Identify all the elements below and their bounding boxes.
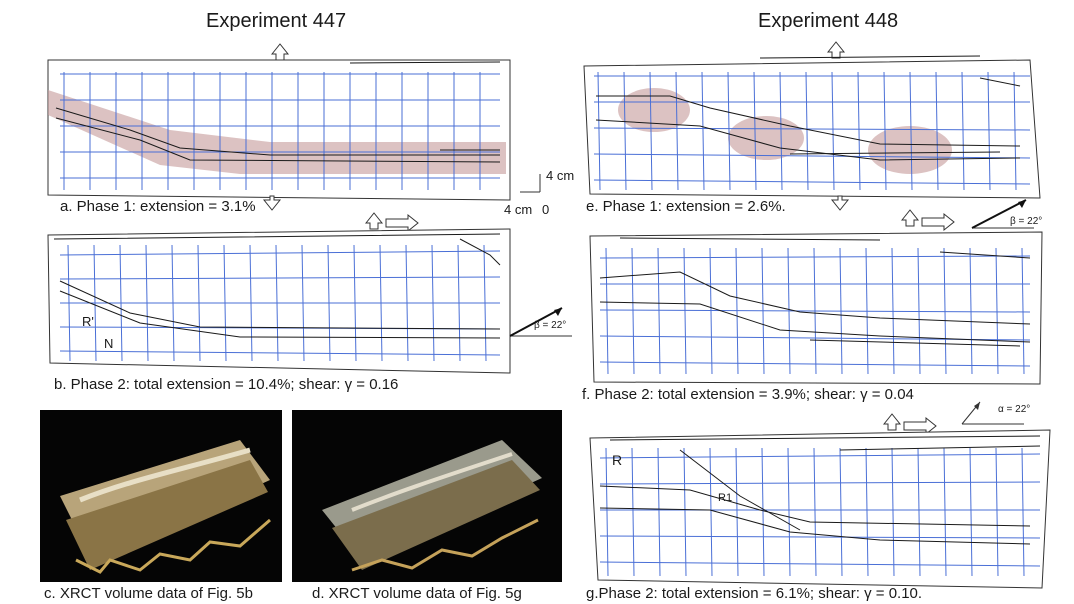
caption-e: e. Phase 1: extension = 2.6%. [586,198,786,215]
caption-a: a. Phase 1: extension = 3.1% [60,198,256,215]
shear-arrow-right-icon [903,416,937,436]
label-R-prime: R' [82,314,94,329]
experiment-447-title: Experiment 447 [206,10,347,32]
caption-d: d. XRCT volume data of Fig. 5g [312,585,522,602]
label-N: N [104,336,114,351]
panel-b [47,212,511,374]
angle-g: α = 22° [998,404,1031,415]
panel-a [47,43,511,201]
label-R: R [612,452,623,468]
angle-indicator-g [961,401,1024,425]
shear-arrow-right-icon [921,212,955,232]
angle-indicator-b [509,307,572,337]
panel-a-compress-arrow [262,195,282,211]
caption-f: f. Phase 2: total extension = 3.9%; shea… [582,386,914,403]
label-R1: R1 [718,492,733,504]
panel-e-compress-arrow [830,195,850,211]
scale-vertical: 4 cm [546,168,575,183]
relay-zone-2 [728,116,804,160]
xrct-photo-c [40,410,282,582]
angle-b: β = 22° [534,320,567,331]
panel-g [589,413,1051,589]
deformation-zone [48,90,506,174]
scale-origin: 0 [542,202,550,217]
scale-bar [520,174,541,193]
xrct-photo-d [292,410,562,582]
shear-arrow-icon [900,209,920,227]
panel-e [583,41,1041,199]
extension-arrow-up-icon [826,41,846,59]
relay-zone-1 [618,88,690,132]
extension-arrow-down-icon [830,195,850,211]
shear-arrow-icon [882,413,902,431]
scale-horizontal: 4 cm [504,202,533,217]
shear-arrow-right-icon [385,213,419,233]
extension-arrow-down-icon [262,195,282,211]
relay-zone-3 [868,126,952,174]
angle-e: β = 22° [1010,216,1043,227]
caption-b: b. Phase 2: total extension = 10.4%; she… [54,376,399,393]
extension-arrow-up-icon [270,43,290,61]
experiment-448-title: Experiment 448 [758,10,899,32]
angle-indicator-e [971,199,1034,229]
shear-arrow-icon [364,212,384,230]
panel-f [589,209,1043,385]
caption-g: g.Phase 2: total extension = 6.1%; shear… [586,585,923,602]
caption-c: c. XRCT volume data of Fig. 5b [44,585,253,602]
